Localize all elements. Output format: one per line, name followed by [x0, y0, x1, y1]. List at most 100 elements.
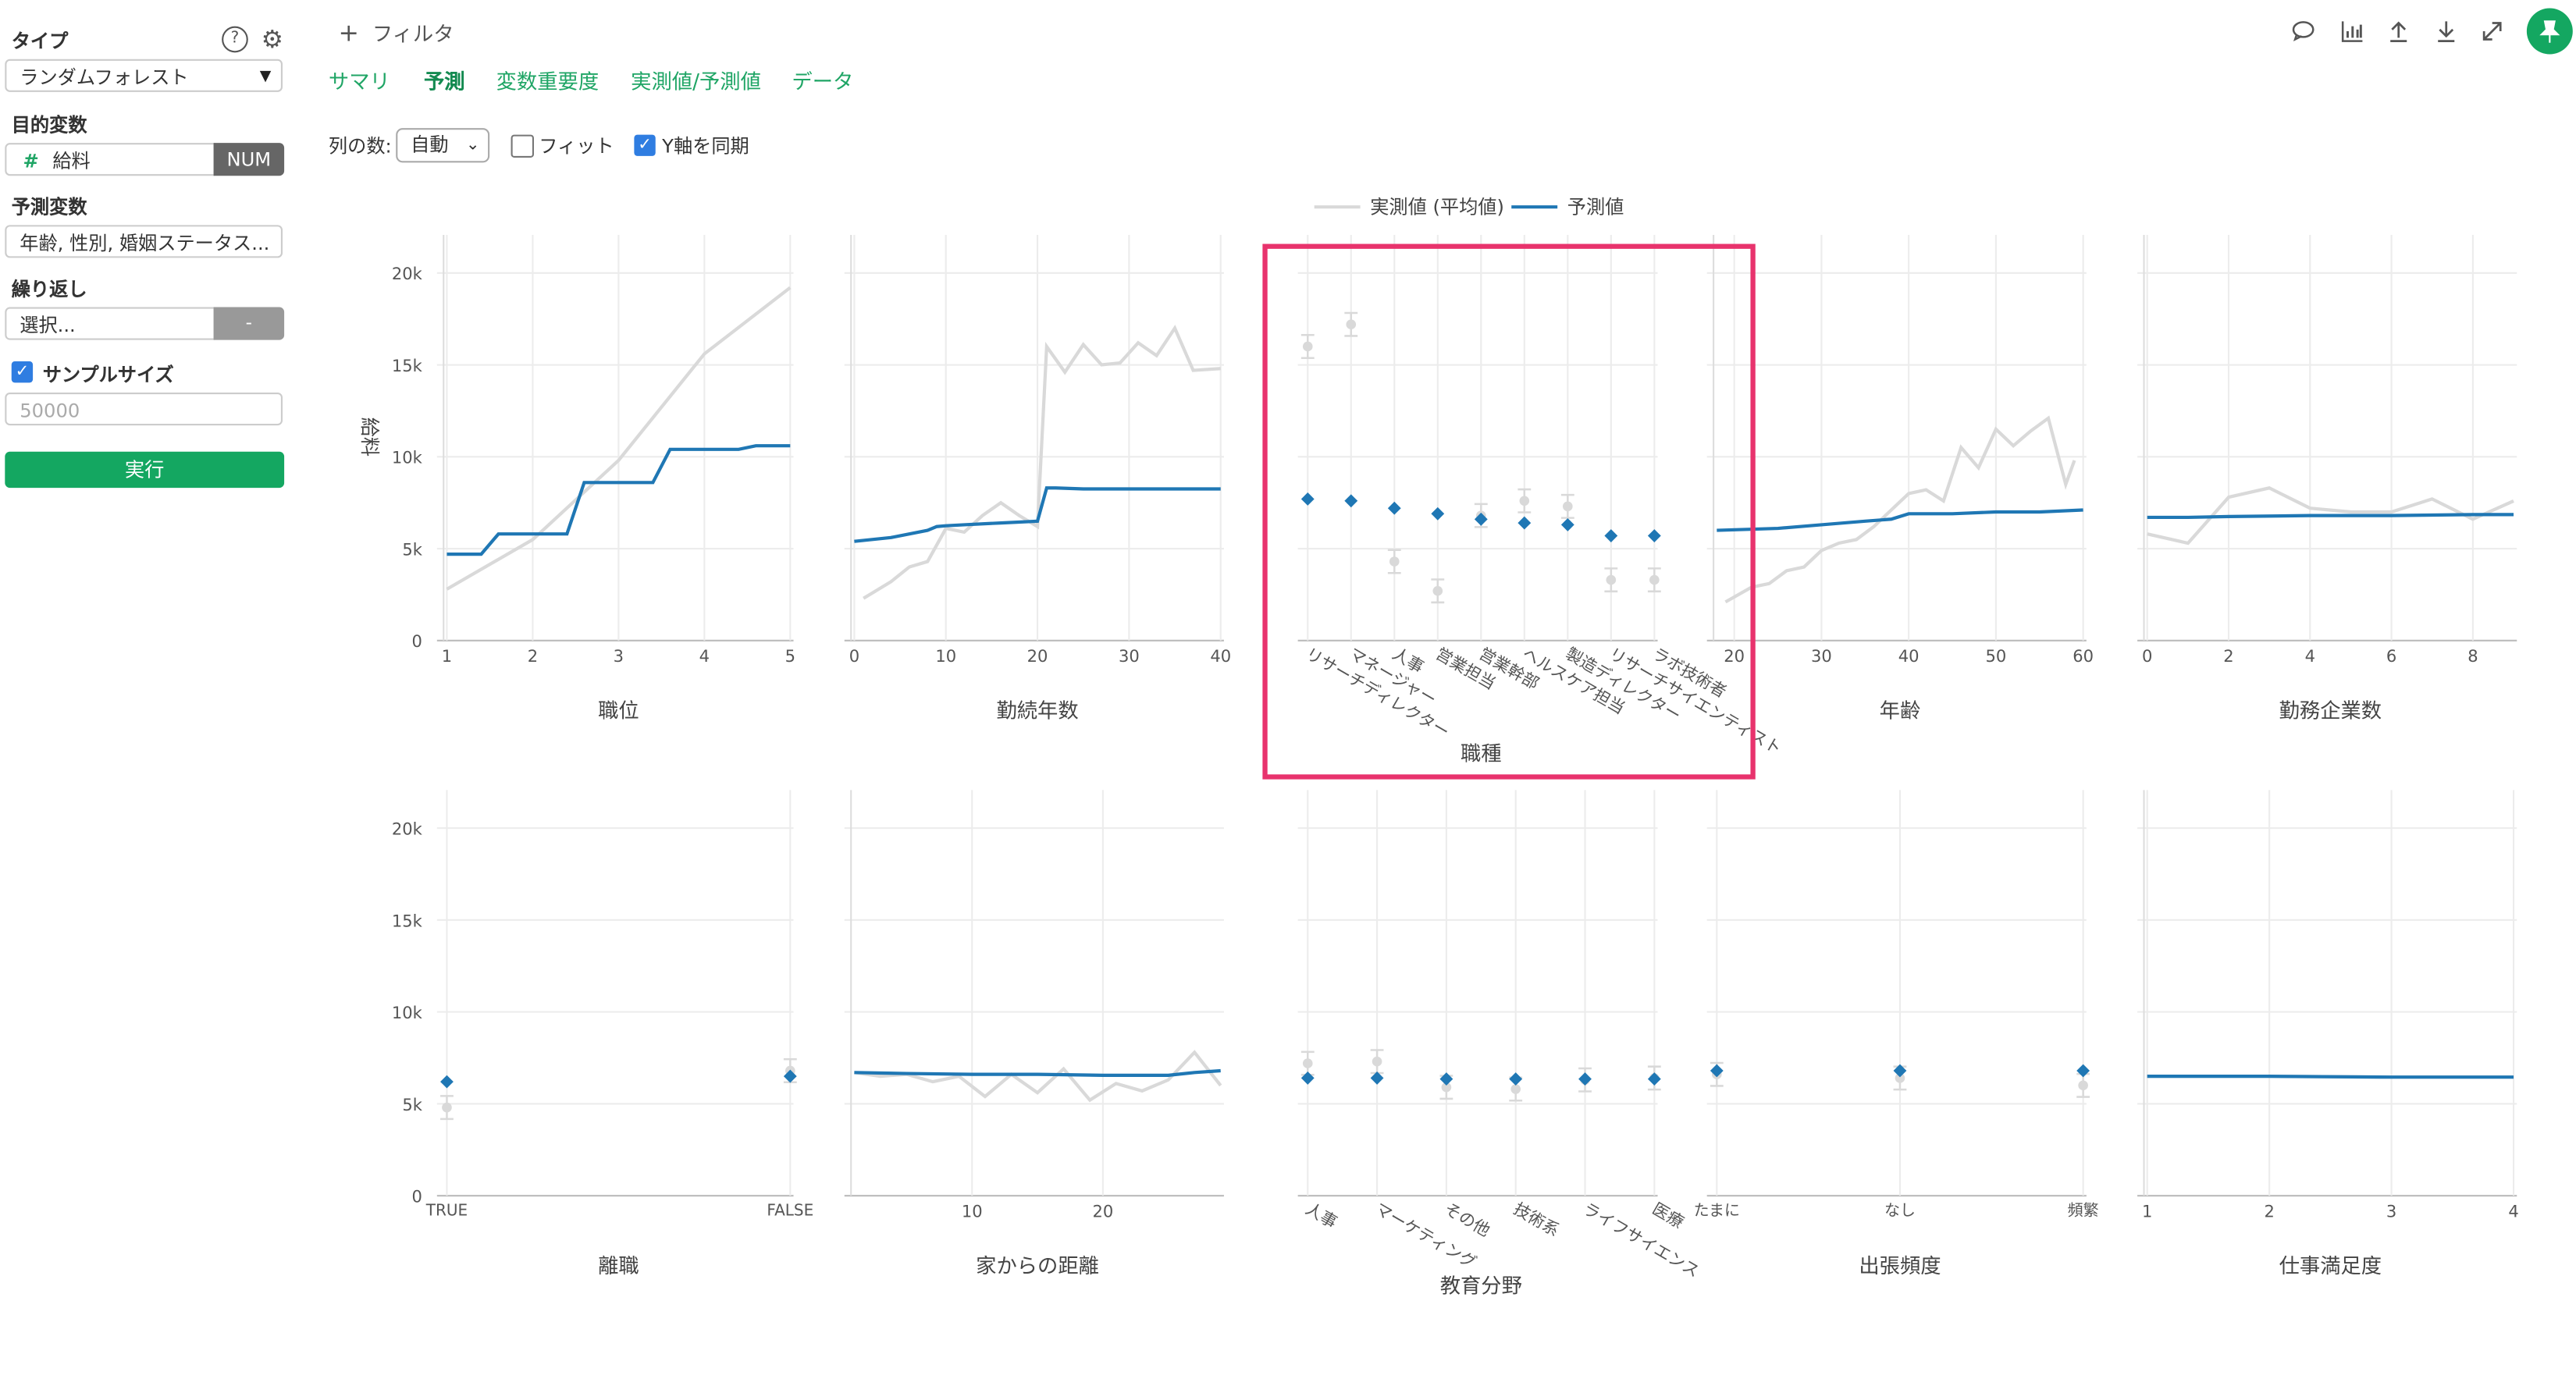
fit-label: フィット [539, 134, 614, 158]
x-tick-label: 5 [785, 646, 795, 666]
tab-variable-importance[interactable]: 変数重要度 [496, 69, 600, 94]
plus-icon: + [338, 18, 360, 48]
x-tick-label: 20 [1092, 1202, 1113, 1221]
x-tick-label: 3 [614, 646, 624, 666]
target-field[interactable]: # 給料 [5, 143, 215, 176]
panel-title: 勤続年数 [996, 700, 1078, 723]
dropdown-caret-icon: ▼ [259, 69, 272, 86]
x-tick-label: FALSE [767, 1200, 813, 1219]
num-badge: NUM [213, 143, 285, 176]
predicted-point [2076, 1064, 2090, 1078]
predicted-point [1560, 518, 1574, 531]
sync-y-checkbox[interactable]: ✓ [634, 134, 656, 156]
predicted-point [1578, 1072, 1592, 1086]
predictor-field[interactable]: 年齢, 性別, 婚姻ステータス... [5, 225, 283, 258]
repeat-button[interactable]: - [213, 307, 285, 340]
x-tick-label: ライフサイエンス [1580, 1199, 1703, 1281]
x-tick-label: TRUE [425, 1200, 468, 1219]
panel-title: 教育分野 [1440, 1274, 1522, 1298]
x-tick-label: 30 [1811, 646, 1832, 666]
predicted-point [1604, 529, 1618, 542]
actual-point [1563, 501, 1573, 512]
tab-data[interactable]: データ [792, 69, 854, 94]
actual-point [1389, 556, 1400, 567]
x-tick-label: 2 [2264, 1202, 2274, 1221]
actual-point [2078, 1080, 2088, 1091]
tab-prediction[interactable]: 予測 [423, 69, 465, 94]
tab-summary[interactable]: サマリ [328, 69, 390, 94]
predicted-point [1893, 1064, 1907, 1078]
expand-icon[interactable] [2478, 16, 2507, 46]
tab-actual-vs-predicted[interactable]: 実測値/予測値 [631, 69, 761, 94]
actual-point [1432, 585, 1443, 596]
download-icon[interactable] [2432, 16, 2461, 46]
x-tick-label: 4 [2508, 1202, 2518, 1221]
actual-point [1302, 341, 1313, 352]
predicted-point [440, 1075, 454, 1089]
x-tick-label: 0 [2142, 646, 2152, 666]
x-tick-label: たまに [1694, 1200, 1740, 1219]
legend-actual-label: 実測値 (平均値) [1370, 197, 1504, 219]
sample-size-input[interactable]: 50000 [5, 392, 283, 426]
predicted-point [1710, 1064, 1724, 1078]
x-tick-label: 50 [1986, 646, 2007, 666]
series-predicted-line [447, 444, 791, 556]
pin-button[interactable] [2526, 8, 2573, 55]
highlight-box [1262, 243, 1756, 780]
target-label: 目的変数 [11, 113, 87, 137]
x-tick-label: 40 [1210, 646, 1231, 666]
type-select-value: ランダムフォレスト [20, 66, 189, 89]
panel-7: 10 20 家からの距離 [844, 790, 1224, 1278]
x-tick-label: 3 [2386, 1202, 2396, 1221]
comment-icon[interactable] [2289, 16, 2318, 46]
predicted-point [1509, 1072, 1523, 1086]
x-tick-label: 1 [442, 646, 452, 666]
predictor-label: 予測変数 [11, 195, 87, 219]
add-filter-button[interactable]: + フィルタ [339, 16, 454, 48]
x-tick-label: 2 [528, 646, 538, 666]
predicted-point [1370, 1071, 1384, 1085]
actual-point [1441, 1082, 1452, 1093]
sample-size-checkbox[interactable]: ✓ [11, 361, 34, 383]
upload-icon[interactable] [2384, 16, 2414, 46]
cols-select[interactable]: 自動 ⌄ [396, 128, 490, 163]
panel-title: 年齢 [1880, 700, 1921, 723]
x-tick-label: 4 [699, 646, 710, 666]
panel-title: 職位 [598, 700, 639, 723]
y-tick-label: 20k [392, 264, 423, 283]
cols-select-value: 自動 [411, 133, 449, 156]
actual-point [1346, 319, 1357, 330]
repeat-select[interactable]: 選択... [5, 307, 215, 340]
y-axis-title: 給料 [358, 418, 381, 457]
predicted-point [1387, 501, 1401, 515]
panel-10: 1 2 3 4 仕事満足度 [2137, 790, 2519, 1278]
x-tick-label: なし [1884, 1200, 1916, 1219]
fit-checkbox[interactable] [511, 134, 534, 158]
panel-title: 勤務企業数 [2279, 700, 2382, 723]
run-button[interactable]: 実行 [5, 451, 285, 489]
actual-point [1302, 1058, 1313, 1068]
numeric-hash-icon: # [23, 149, 39, 172]
x-tick-label: 40 [1898, 646, 1920, 666]
x-tick-label: 頻繁 [2068, 1200, 2099, 1219]
series-actual-line [863, 325, 1221, 600]
x-tick-label: 20 [1724, 646, 1745, 666]
predicted-point [1439, 1072, 1453, 1086]
panel-title: 家からの距離 [976, 1255, 1099, 1278]
chart-icon[interactable] [2338, 16, 2368, 46]
gear-icon[interactable]: ⚙ [261, 24, 283, 55]
predicted-point [1647, 529, 1661, 542]
x-tick-label: 60 [2073, 646, 2094, 666]
predicted-point [1300, 1071, 1315, 1085]
x-tick-label: 20 [1027, 646, 1048, 666]
actual-point [442, 1102, 452, 1113]
help-icon[interactable]: ? [222, 26, 248, 53]
type-select[interactable]: ランダムフォレスト ▼ [5, 59, 283, 92]
panel-title: 職種 [1461, 742, 1502, 766]
panel-2: 0 10 20 30 40 勤続年数 [844, 234, 1231, 723]
series-predicted-line [1717, 508, 2083, 532]
